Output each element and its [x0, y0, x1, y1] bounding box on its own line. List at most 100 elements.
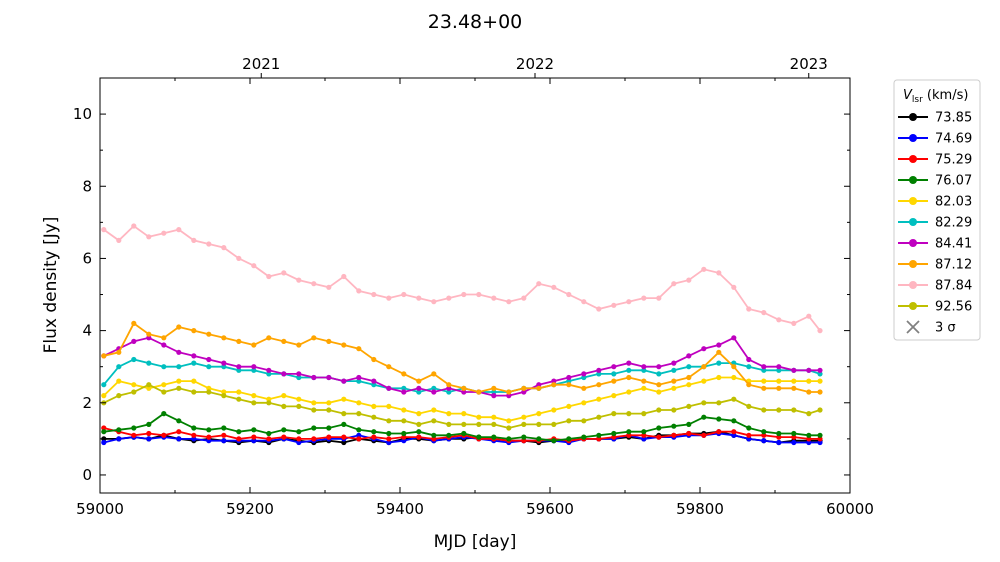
data-point: [266, 436, 272, 442]
data-point: [581, 385, 587, 391]
data-point: [416, 378, 422, 384]
data-point: [791, 320, 797, 326]
data-point: [161, 382, 167, 388]
data-point: [761, 429, 767, 435]
data-point: [326, 407, 332, 413]
data-point: [746, 432, 752, 438]
data-point: [206, 356, 212, 363]
data-point: [776, 385, 782, 391]
data-point: [746, 306, 752, 312]
data-point: [551, 407, 557, 413]
data-point: [311, 281, 317, 287]
data-point: [701, 400, 707, 406]
axes: 59000 59200 59400 59600 59800 60000 0 2 4 6 8 10 202…: [73, 55, 874, 518]
data-point: [611, 378, 617, 384]
data-point: [701, 432, 707, 438]
data-point: [401, 407, 407, 413]
data-point: [161, 342, 167, 348]
data-point: [401, 430, 407, 437]
data-point: [446, 432, 452, 438]
data-point: [716, 429, 722, 435]
data-point: [761, 432, 767, 438]
data-point: [791, 378, 797, 384]
data-point: [641, 432, 647, 438]
data-point: [371, 434, 377, 440]
data-point: [686, 374, 692, 381]
data-point: [761, 385, 767, 391]
data-point: [491, 434, 497, 440]
legend-swatch-marker: [909, 218, 917, 226]
legend-label: 75.29: [935, 153, 972, 168]
data-point: [746, 436, 752, 442]
y-tick-label: 0: [82, 466, 92, 484]
data-point: [656, 295, 662, 301]
data-point: [116, 393, 122, 399]
data-point: [401, 434, 407, 440]
data-point: [356, 427, 362, 433]
legend-swatch-marker: [909, 302, 917, 310]
data-point: [461, 291, 467, 298]
data-point: [611, 393, 617, 399]
data-point: [176, 349, 182, 355]
data-point: [746, 403, 752, 409]
data-point: [476, 389, 482, 395]
data-point: [191, 237, 197, 243]
data-point: [326, 434, 332, 440]
data-point: [716, 416, 722, 422]
data-point: [236, 389, 242, 395]
data-point: [356, 400, 362, 406]
data-point: [761, 367, 767, 373]
data-point: [716, 270, 722, 276]
data-point: [806, 432, 812, 438]
data-point: [236, 255, 242, 261]
data-point: [641, 429, 647, 435]
data-point: [416, 295, 422, 301]
data-point: [161, 335, 167, 341]
data-point: [656, 425, 662, 431]
data-point: [146, 360, 152, 366]
legend-entry: 82.29: [898, 216, 972, 231]
data-point: [401, 291, 407, 298]
cross-marker-icon: [906, 320, 920, 334]
data-point: [266, 367, 272, 373]
data-point: [536, 385, 542, 391]
data-point: [341, 439, 347, 446]
data-point: [701, 378, 707, 384]
data-point: [131, 382, 137, 388]
legend-label: 74.69: [935, 132, 972, 147]
data-point: [416, 385, 422, 391]
legend-label: 73.85: [935, 111, 972, 126]
data-point: [176, 378, 182, 384]
data-point: [416, 421, 422, 427]
y-axis-title: Flux density [Jy]: [41, 217, 61, 354]
data-point: [686, 421, 692, 427]
data-point: [371, 429, 377, 435]
data-point: [131, 432, 137, 438]
series-82.03: [101, 374, 823, 424]
data-point: [341, 378, 347, 384]
data-point: [581, 299, 587, 305]
legend-title: Vlsr (km/s): [903, 88, 968, 105]
data-point: [686, 353, 692, 359]
data-point: [206, 331, 212, 337]
data-point: [506, 436, 512, 442]
data-point: [566, 403, 572, 409]
data-point: [311, 400, 317, 406]
data-point: [446, 295, 452, 301]
data-point: [521, 434, 527, 440]
data-point: [116, 378, 122, 384]
data-point: [596, 382, 602, 388]
data-point: [326, 425, 332, 431]
data-point: [817, 439, 823, 446]
data-point: [446, 382, 452, 388]
data-point: [806, 411, 812, 417]
data-point: [326, 338, 332, 344]
data-point: [551, 421, 557, 427]
data-point: [386, 295, 392, 301]
data-point: [686, 382, 692, 388]
data-point: [431, 432, 437, 438]
legend-swatch-marker: [909, 113, 917, 121]
data-point: [401, 418, 407, 424]
data-point: [506, 425, 512, 431]
